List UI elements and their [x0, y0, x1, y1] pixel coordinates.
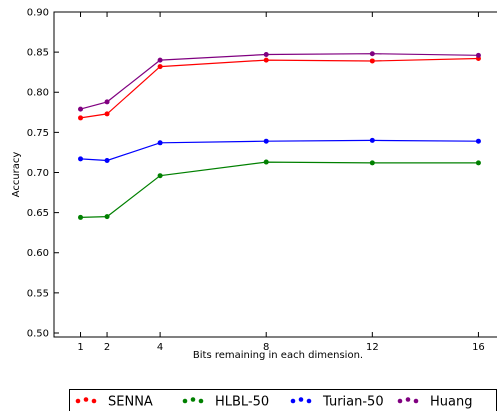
y-tick-label: 0.55: [27, 288, 49, 299]
legend-marker: [405, 397, 411, 402]
y-tick-label: 0.80: [27, 88, 49, 99]
data-point-senna: [157, 64, 163, 70]
x-tick-label: 8: [263, 342, 269, 353]
x-tick-label: 12: [366, 342, 379, 353]
legend-marker: [91, 398, 97, 404]
x-axis: 1 2 4 8 12 16: [77, 12, 485, 353]
series-huang: [78, 51, 481, 112]
y-tick-label: 0.70: [27, 168, 49, 179]
data-point-senna: [263, 57, 269, 63]
legend-marker: [298, 397, 304, 402]
data-point-huang: [475, 52, 481, 58]
data-point-hlbl-50: [78, 214, 84, 220]
data-point-hlbl-50: [157, 173, 163, 179]
data-point-turian-50: [78, 156, 84, 162]
data-point-turian-50: [157, 140, 163, 146]
series-line-senna: [80, 57, 479, 119]
data-point-turian-50: [104, 157, 110, 163]
data-point-turian-50: [263, 138, 269, 144]
y-tick-label: 0.50: [27, 328, 49, 339]
legend-marker: [83, 397, 89, 402]
legend-marker: [75, 398, 81, 404]
y-tick-label: 0.90: [27, 8, 49, 19]
plot-area: [53, 11, 497, 338]
data-point-hlbl-50: [263, 159, 269, 165]
data-point-senna: [104, 111, 110, 117]
legend-marker: [413, 398, 419, 404]
data-point-huang: [263, 52, 269, 58]
legend-marker: [190, 397, 196, 402]
data-point-huang: [104, 99, 110, 105]
x-tick-label: 2: [104, 342, 110, 353]
data-point-turian-50: [369, 137, 375, 143]
legend-marker: [198, 398, 204, 404]
legend-entry-huang: Huang: [397, 395, 472, 410]
legend-entry-turian-50: Turian-50: [290, 395, 384, 410]
series-line-hlbl-50: [80, 161, 479, 218]
data-point-huang: [369, 51, 375, 57]
plot-frame: [53, 11, 497, 338]
series-line-huang: [80, 53, 479, 110]
data-point-huang: [157, 57, 163, 63]
legend-entry-hlbl-50: HLBL-50: [182, 395, 269, 410]
legend-label: HLBL-50: [215, 395, 269, 410]
data-point-hlbl-50: [475, 160, 481, 166]
data-point-senna: [78, 115, 84, 121]
legend-label: Huang: [430, 395, 472, 410]
data-point-senna: [369, 58, 375, 64]
data-point-turian-50: [475, 138, 481, 144]
legend-marker: [290, 398, 296, 404]
x-tick-label: 1: [77, 342, 83, 353]
x-tick-label: 16: [472, 342, 485, 353]
x-tick-label: 4: [157, 342, 163, 353]
legend-label: Turian-50: [322, 395, 384, 410]
legend: SENNA HLBL-50 Turian-50 Huang: [69, 389, 497, 411]
data-point-huang: [78, 106, 84, 112]
x-axis-label: Bits remaining in each dimension.: [193, 350, 363, 361]
y-axis-label: Accuracy: [11, 152, 22, 198]
series-line-turian-50: [80, 139, 479, 162]
data-point-hlbl-50: [104, 214, 110, 220]
data-point-hlbl-50: [369, 160, 375, 166]
y-tick-label: 0.65: [27, 208, 49, 219]
y-tick-label: 0.75: [27, 128, 49, 139]
legend-label: SENNA: [108, 395, 153, 410]
y-tick-label: 0.60: [27, 248, 49, 259]
series-layer: [78, 51, 481, 220]
legend-marker: [182, 398, 188, 404]
y-axis: 0.50 0.55 0.60 0.65 0.70 0.75 0.80 0.85 0.90: [27, 8, 59, 339]
series-turian-50: [78, 137, 481, 163]
series-hlbl-50: [78, 159, 481, 220]
y-tick-label: 0.85: [27, 48, 49, 59]
series-senna: [78, 56, 481, 121]
legend-marker: [306, 398, 312, 404]
legend-marker: [397, 398, 403, 404]
legend-entry-senna: SENNA: [75, 395, 153, 410]
